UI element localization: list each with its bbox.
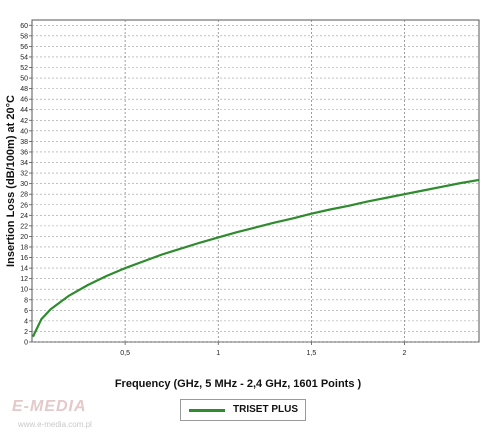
y-tick-label: 32 [20,171,28,178]
y-tick-label: 54 [20,54,28,61]
y-tick-label: 24 [20,213,28,220]
y-tick-label: 6 [24,308,28,315]
y-tick-label: 0 [24,340,28,347]
y-tick-label: 20 [20,234,28,241]
watermark-url: www.e-media.com.pl [18,420,92,429]
y-tick-label: 52 [20,65,28,72]
y-tick-label: 44 [20,107,28,114]
y-tick-label: 30 [20,181,28,188]
watermark-logo: E-MEDIA [12,398,87,415]
y-tick-label: 42 [20,118,28,125]
y-tick-label: 10 [20,287,28,294]
x-axis-label: Frequency (GHz, 5 MHz - 2,4 GHz, 1601 Po… [115,378,362,390]
legend-swatch [189,409,225,412]
y-tick-label: 8 [24,297,28,304]
y-tick-label: 22 [20,223,28,230]
y-tick-label: 48 [20,86,28,93]
y-tick-label: 50 [20,76,28,83]
x-gridlines [124,20,405,345]
y-tick-label: 14 [20,266,28,273]
x-tick-label: 2 [403,350,407,357]
y-tick-label: 28 [20,192,28,199]
y-tick-label: 56 [20,44,28,51]
y-tick-label: 18 [20,244,28,251]
y-axis-label: Insertion Loss (dB/100m) at 20°C [5,95,17,267]
x-tick-label: 1,5 [307,350,317,357]
y-tick-label: 36 [20,149,28,156]
y-tick-label: 58 [20,33,28,40]
y-tick-label: 38 [20,139,28,146]
x-tick-label: 0,5 [120,350,130,357]
x-tick-label: 1 [216,350,220,357]
y-tick-label: 26 [20,202,28,209]
y-tick-label: 2 [24,329,28,336]
y-tick-label: 16 [20,255,28,262]
x-tick-labels: 0,5 1 1,5 2 [120,350,406,357]
y-tick-label: 12 [20,276,28,283]
y-tick-label: 46 [20,97,28,104]
plot-area [31,19,480,343]
y-tick-label: 4 [24,318,28,325]
y-tick-label: 60 [20,23,28,30]
series-line-triset-plus [31,178,480,338]
y-tick-labels: 0246810121416182022242628303234363840424… [20,23,28,347]
y-tick-label: 40 [20,128,28,135]
legend: TRISET PLUS [180,399,306,421]
series-group [31,178,480,338]
y-tick-label: 34 [20,160,28,167]
legend-label: TRISET PLUS [233,404,299,415]
